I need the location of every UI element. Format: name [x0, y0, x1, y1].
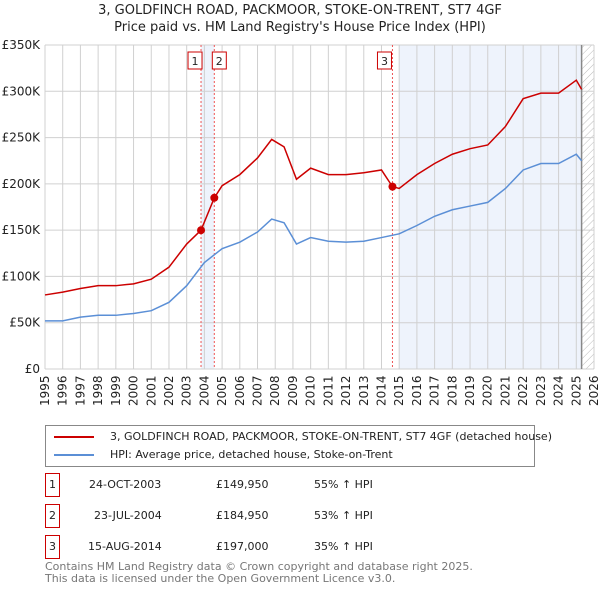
legend: 3, GOLDFINCH ROAD, PACKMOOR, STOKE-ON-TR…: [45, 425, 552, 467]
x-tick-label: 2019: [463, 375, 477, 406]
shaded-range: [399, 45, 582, 369]
x-tick-label: 2026: [587, 375, 600, 406]
x-tick-label: 2013: [357, 375, 371, 406]
x-tick-label: 2025: [569, 375, 583, 406]
x-tick-label: 2020: [481, 375, 495, 406]
sale-point: [210, 193, 219, 202]
sale-marker-label: 1: [192, 55, 199, 68]
y-tick-label: £100K: [2, 269, 42, 283]
x-tick-label: 2022: [516, 375, 530, 406]
shaded-range: [201, 45, 215, 369]
footer-line: This data is licensed under the Open Gov…: [45, 572, 396, 585]
x-tick-label: 2000: [127, 375, 141, 406]
legend-label: 3, GOLDFINCH ROAD, PACKMOOR, STOKE-ON-TR…: [110, 430, 552, 443]
x-tick-label: 2010: [304, 375, 318, 406]
x-tick-label: 2021: [498, 375, 512, 406]
x-tick-label: 2015: [392, 375, 406, 406]
x-tick-label: 2016: [410, 375, 424, 406]
sale-row: 3 15-AUG-2014 £197,000 35% ↑ HPI: [45, 535, 465, 559]
x-tick-label: 2011: [321, 375, 335, 406]
legend-item-hpi: HPI: Average price, detached house, Stok…: [54, 448, 529, 462]
sale-row: 1 24-OCT-2003 £149,950 55% ↑ HPI: [45, 473, 465, 497]
x-tick-label: 1996: [56, 375, 70, 406]
y-tick-label: £350K: [2, 38, 42, 52]
legend-item-property: 3, GOLDFINCH ROAD, PACKMOOR, STOKE-ON-TR…: [54, 430, 552, 444]
sale-marker-label: 3: [45, 535, 60, 559]
sale-hpi: 53% ↑ HPI: [314, 509, 373, 522]
y-tick-label: £250K: [2, 131, 42, 145]
series-line: [44, 79, 583, 296]
x-tick-label: 1997: [73, 375, 87, 406]
x-tick-label: 2009: [286, 375, 300, 406]
sale-price: £197,000: [216, 540, 269, 553]
sale-price: £184,950: [216, 509, 269, 522]
sale-hpi: 55% ↑ HPI: [314, 478, 373, 491]
chart-title: 3, GOLDFINCH ROAD, PACKMOOR, STOKE-ON-TR…: [98, 3, 502, 18]
x-tick-label: 2005: [215, 375, 229, 406]
sale-row: 2 23-JUL-2004 £184,950 53% ↑ HPI: [45, 504, 465, 528]
sale-date: 24-OCT-2003: [89, 478, 162, 491]
x-tick-label: 1995: [38, 375, 52, 406]
sale-marker-box: [211, 51, 227, 70]
x-tick-label: 2008: [268, 375, 282, 406]
sale-point: [197, 226, 206, 235]
sale-point: [388, 182, 397, 191]
x-tick-label: 2023: [534, 375, 548, 406]
sale-marker-box: [376, 51, 392, 70]
footer-line: Contains HM Land Registry data © Crown c…: [45, 560, 473, 573]
y-tick-label: £0: [25, 362, 40, 376]
sale-date: 15-AUG-2014: [88, 540, 162, 553]
footer: Contains HM Land Registry data © Crown c…: [45, 561, 565, 585]
x-tick-label: 2018: [445, 375, 459, 406]
y-tick-label: £150K: [2, 223, 42, 237]
x-tick-label: 2014: [374, 375, 388, 406]
x-tick-label: 2012: [339, 375, 353, 406]
sale-marker-box: [187, 51, 203, 70]
sale-date: 23-JUL-2004: [94, 509, 162, 522]
sale-hpi: 35% ↑ HPI: [314, 540, 373, 553]
legend-swatch: [54, 436, 94, 438]
sale-price: £149,950: [216, 478, 269, 491]
y-tick-label: £300K: [2, 84, 42, 98]
x-tick-label: 2006: [233, 375, 247, 406]
sale-marker-label: 2: [45, 504, 60, 528]
x-tick-label: 2007: [251, 375, 265, 406]
x-tick-label: 1998: [91, 375, 105, 406]
legend-label: HPI: Average price, detached house, Stok…: [110, 448, 393, 461]
series-line: [45, 153, 583, 322]
sale-marker-label: 2: [216, 55, 223, 68]
y-tick-label: £50K: [9, 316, 41, 330]
x-tick-label: 2002: [162, 375, 176, 406]
price-chart: 1995 1996 1997 1998 1999 2000 2001 2002 2003 2004…: [2, 38, 600, 406]
legend-swatch: [54, 454, 94, 456]
chart-subtitle: Price paid vs. HM Land Registry's House …: [114, 20, 486, 35]
x-tick-label: 1999: [109, 375, 123, 406]
x-tick-label: 2003: [180, 375, 194, 406]
y-tick-label: £200K: [2, 177, 42, 191]
sale-marker-label: 1: [45, 473, 60, 497]
x-tick-label: 2017: [428, 375, 442, 406]
sale-marker-label: 3: [381, 55, 388, 68]
x-tick-label: 2024: [552, 375, 566, 406]
x-tick-label: 2004: [197, 375, 211, 406]
forecast-hatch: [581, 45, 594, 369]
x-tick-label: 2001: [144, 375, 158, 406]
